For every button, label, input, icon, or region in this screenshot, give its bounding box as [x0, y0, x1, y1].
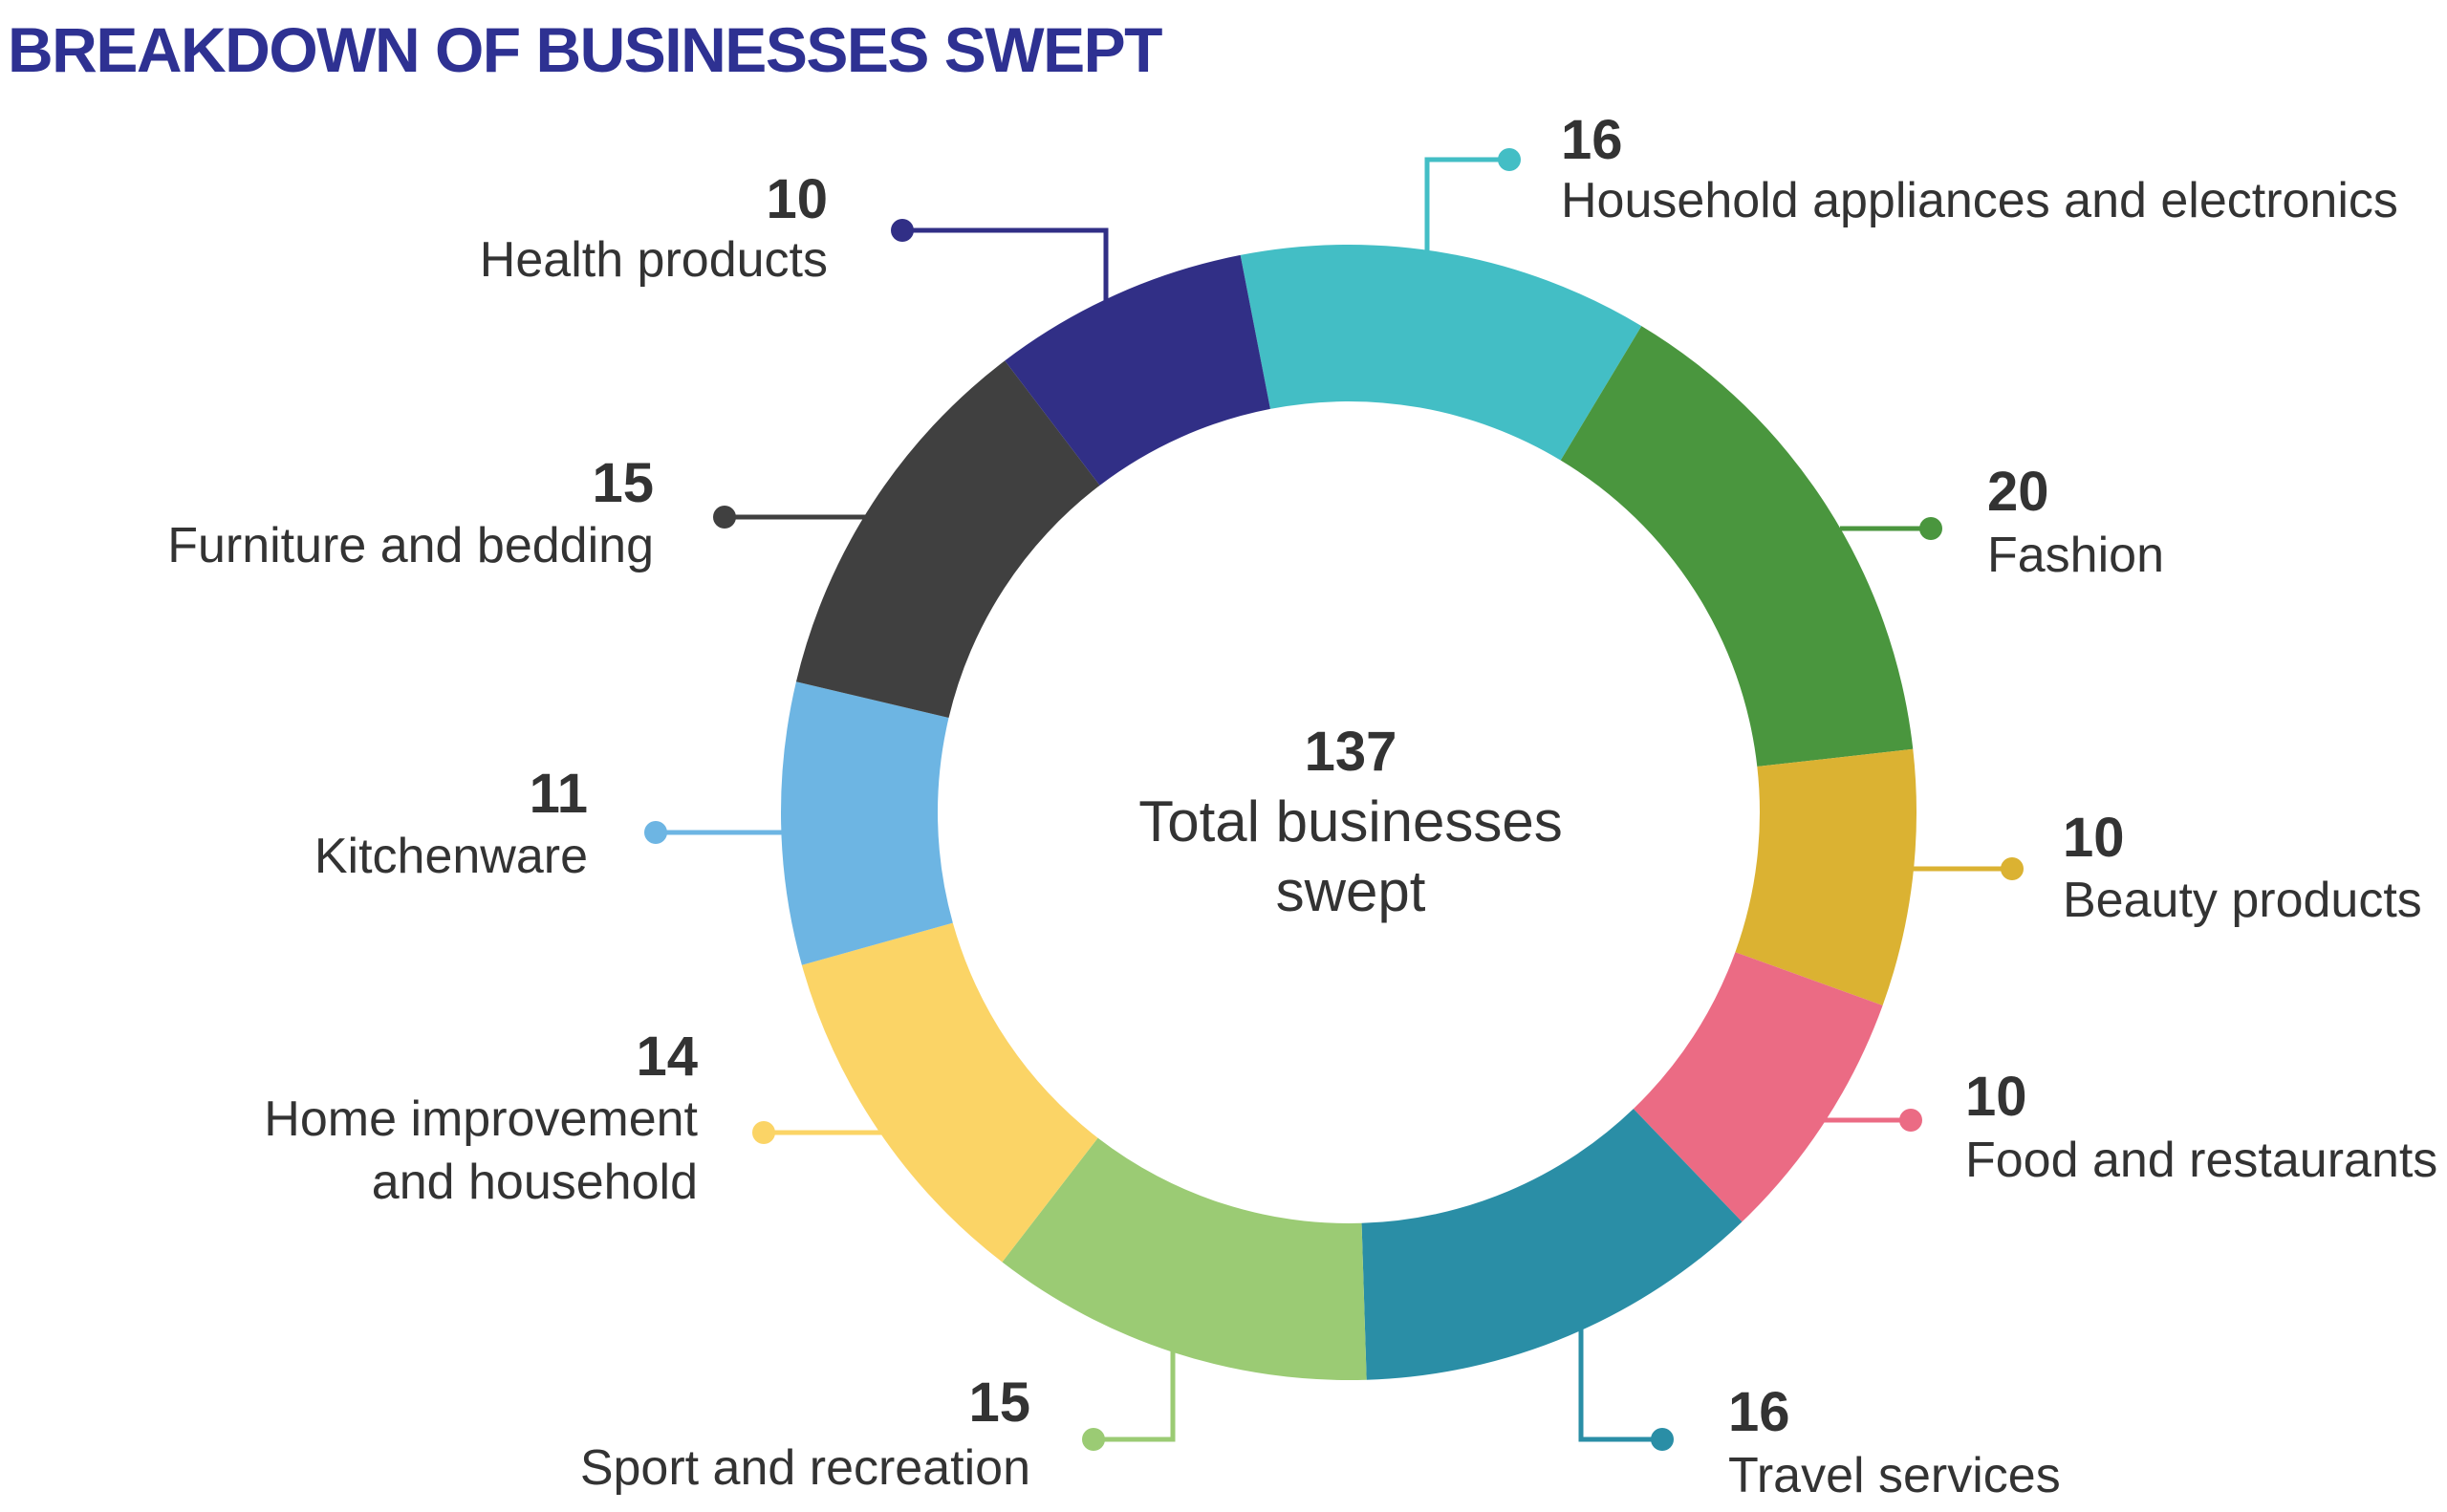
data-label-name: Fashion	[1987, 528, 2164, 583]
data-label-value: 11	[529, 763, 588, 825]
data-label-value: 20	[1987, 461, 2049, 523]
data-label-value: 10	[766, 168, 828, 230]
data-label-value: 15	[968, 1372, 1030, 1434]
donut-slice-home-improvement-and-household	[801, 922, 1098, 1263]
donut-slice-travel-services	[1361, 1109, 1743, 1380]
data-label-name: Travel services	[1728, 1448, 2061, 1503]
leader-dot-food	[1899, 1109, 1922, 1132]
center-total-value: 137	[1304, 721, 1397, 783]
donut-slice-food-and-restaurants	[1633, 952, 1883, 1222]
data-label-name: Food and restaurants	[1965, 1133, 2438, 1188]
data-label-name: Sport and recreation	[579, 1440, 1030, 1496]
data-label-name: Health products	[479, 232, 828, 288]
donut-slice-sport-and-recreation	[1002, 1137, 1367, 1381]
donut-slice-furniture-and-bedding	[795, 360, 1100, 719]
donut-slice-fashion	[1560, 326, 1914, 767]
leader-line-travel	[1578, 1327, 1662, 1442]
data-label-value: 15	[592, 452, 654, 514]
leader-dot-furniture	[713, 506, 736, 529]
leader-dot-home	[752, 1121, 775, 1144]
data-label-value: 16	[1728, 1381, 1790, 1443]
leader-line-health	[902, 227, 1109, 304]
leader-dot-travel	[1651, 1428, 1674, 1451]
data-label-value: 10	[1965, 1066, 2027, 1128]
leader-dot-kitchen	[644, 821, 667, 844]
data-label-value: 16	[1561, 109, 1623, 171]
leader-line-sport	[1094, 1348, 1176, 1442]
chart-title: BREAKDOWN OF BUSINESSES SWEPT	[8, 14, 1162, 85]
leader-dot-fashion	[1919, 517, 1942, 540]
leader-line-household	[1424, 157, 1509, 250]
donut-slice-kitchenware	[781, 681, 953, 965]
donut-slice-health-products	[1005, 254, 1270, 486]
data-label-value: 10	[2063, 807, 2125, 869]
data-label-name: Furniture and bedding	[167, 518, 654, 573]
center-label-line1: Total businesses	[1138, 789, 1563, 853]
leader-dot-household	[1498, 148, 1521, 171]
leader-dots	[644, 148, 2024, 1451]
center-label-line2: swept	[1275, 859, 1426, 923]
donut-slices	[781, 245, 1916, 1381]
leader-dot-health	[891, 219, 914, 242]
data-label-name-line2: and household	[371, 1155, 698, 1210]
data-label-name-line1: Home improvement	[264, 1091, 698, 1147]
leader-dot-sport	[1082, 1428, 1105, 1451]
donut-slice-household-appliances-and-electronics	[1240, 245, 1642, 461]
donut-slice-beauty-products	[1735, 748, 1916, 1005]
data-label-name: Beauty products	[2063, 873, 2422, 928]
leader-lines	[656, 157, 2012, 1442]
leader-dot-beauty	[2001, 857, 2024, 880]
data-label-value: 14	[636, 1026, 698, 1088]
data-label-name: Household appliances and electronics	[1561, 173, 2398, 228]
data-label-name: Kitchenware	[314, 829, 588, 884]
